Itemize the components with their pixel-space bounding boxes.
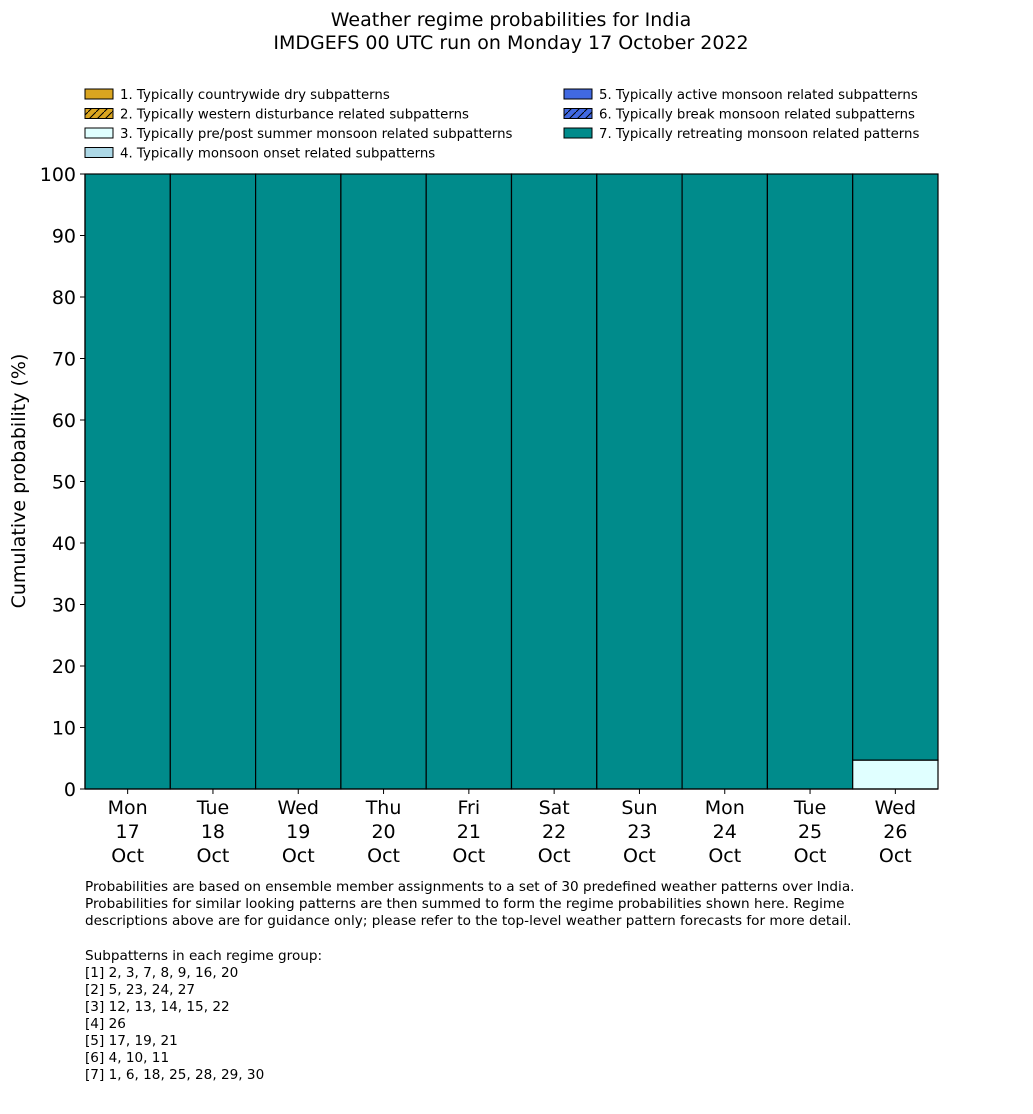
bar-segment [681, 173, 768, 790]
legend-label: 7. Typically retreating monsoon related … [599, 127, 919, 142]
y-tick-label: 40 [52, 533, 76, 555]
y-tick-label: 70 [52, 349, 76, 371]
y-tick-label: 30 [52, 595, 76, 617]
legend-label: 4. Typically monsoon onset related subpa… [120, 147, 435, 162]
y-tick-label: 80 [52, 287, 76, 309]
legend-label: 1. Typically countrywide dry subpatterns [120, 88, 390, 103]
regime-group-line: [7] 1, 6, 18, 25, 28, 29, 30 [85, 1067, 265, 1083]
legend-swatch [84, 88, 114, 100]
chart-title: Weather regime probabilities for India [331, 9, 692, 31]
bar-segment [340, 173, 427, 790]
bar-segment [169, 173, 257, 790]
chart: Weather regime probabilities for India I… [8, 9, 939, 867]
y-tick-label: 10 [52, 718, 76, 740]
x-tick-label: Tue 18 Oct [196, 797, 230, 867]
y-tick-label: 0 [64, 779, 76, 801]
y-tick-label: 100 [40, 164, 76, 186]
legend-hatch [85, 108, 113, 119]
legend-label: 3. Typically pre/post summer monsoon rel… [120, 127, 513, 142]
groups-heading: Subpatterns in each regime group: [85, 948, 323, 964]
x-tick-label: Sat 22 Oct [538, 797, 571, 867]
regime-group-line: [6] 4, 10, 11 [85, 1050, 170, 1066]
y-tick-label: 60 [52, 410, 76, 432]
legend-label: 5. Typically active monsoon related subp… [599, 88, 918, 103]
description-note: Probabilities are based on ensemble memb… [85, 879, 855, 929]
legend-swatch [84, 127, 114, 139]
legend: 1. Typically countrywide dry subpatterns… [84, 88, 919, 162]
bar-segment [596, 173, 683, 790]
x-tick-label: Mon 24 Oct [705, 797, 745, 867]
x-tick-label: Tue 25 Oct [793, 797, 827, 867]
bar-segment [766, 173, 854, 790]
x-tick-label: Mon 17 Oct [108, 797, 148, 867]
x-tick-label: Fri 21 Oct [452, 797, 485, 867]
bar-segment [255, 173, 342, 790]
bar-segment [510, 173, 598, 790]
x-tick-label: Wed 19 Oct [278, 797, 319, 867]
y-tick-label: 50 [52, 472, 76, 494]
legend-swatch [563, 127, 593, 139]
regime-group-line: [1] 2, 3, 7, 8, 9, 16, 20 [85, 965, 239, 981]
legend-hatch [564, 108, 592, 119]
legend-swatch [84, 147, 114, 158]
y-tick-label: 90 [52, 226, 76, 248]
bar-segment [84, 173, 171, 790]
bar-segment [852, 759, 939, 790]
chart-subtitle: IMDGEFS 00 UTC run on Monday 17 October … [273, 32, 748, 54]
legend-label: 6. Typically break monsoon related subpa… [599, 108, 915, 123]
x-tick-label: Thu 20 Oct [365, 797, 402, 867]
y-axis-label: Cumulative probability (%) [8, 354, 30, 609]
x-tick-label: Wed 26 Oct [875, 797, 916, 867]
bar-segment [425, 173, 513, 790]
regime-group-line: [5] 17, 19, 21 [85, 1033, 178, 1049]
bars [84, 173, 939, 790]
axes: 0 10 20 30 40 50 60 70 80 90 100 Mon 17 Oct Tue 18 Oct We… [40, 164, 938, 867]
x-tick-label: Sun 23 Oct [621, 797, 657, 867]
legend-label: 2. Typically western disturbance related… [120, 108, 469, 123]
y-tick-label: 20 [52, 656, 76, 678]
bar-segment [852, 173, 939, 761]
regime-group-line: [3] 12, 13, 14, 15, 22 [85, 999, 230, 1015]
regime-group-line: [2] 5, 23, 24, 27 [85, 982, 196, 998]
regime-group-line: [4] 26 [85, 1016, 126, 1032]
legend-swatch [563, 88, 593, 100]
